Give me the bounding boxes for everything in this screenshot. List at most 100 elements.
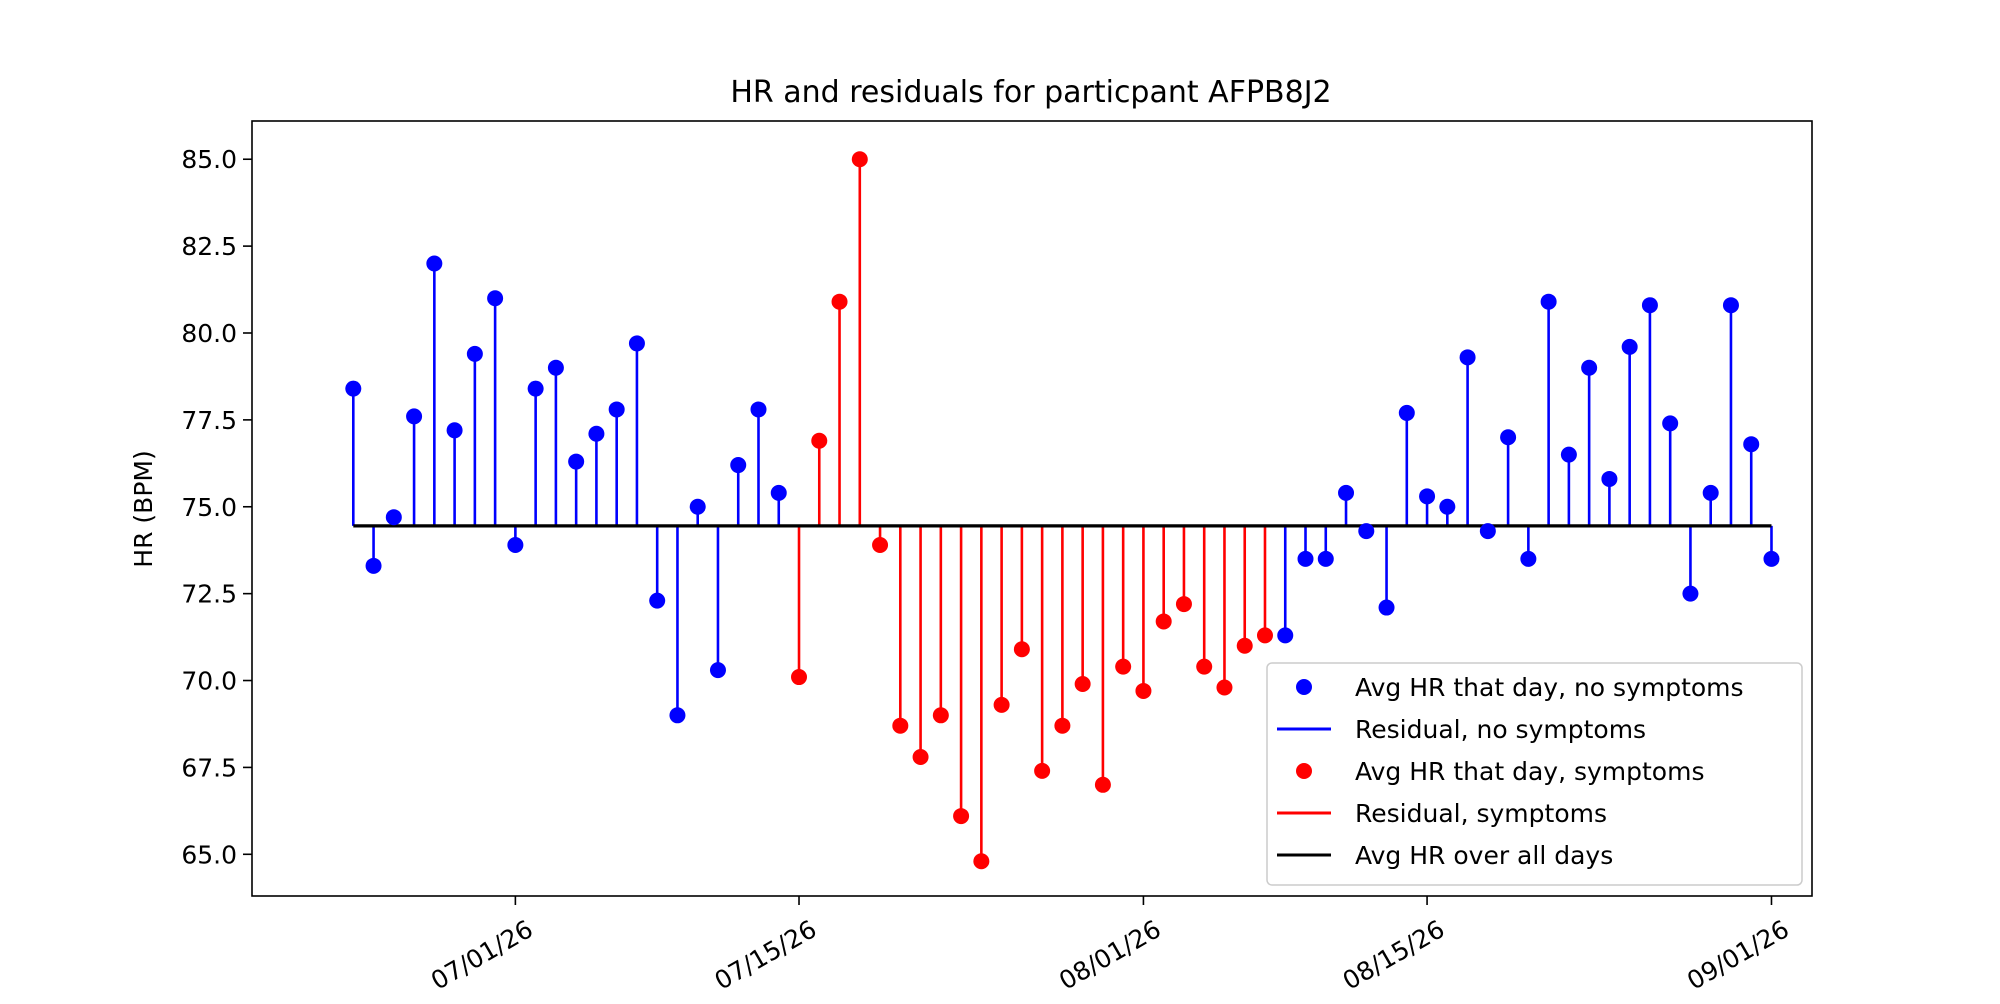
hr-point-no-symptoms bbox=[608, 401, 625, 418]
legend-marker bbox=[1296, 679, 1312, 695]
hr-point-no-symptoms bbox=[1662, 415, 1679, 432]
hr-point-symptoms bbox=[1115, 658, 1132, 675]
hr-point-no-symptoms bbox=[1500, 429, 1517, 446]
hr-point-symptoms bbox=[1196, 658, 1213, 675]
hr-point-no-symptoms bbox=[1297, 550, 1314, 567]
y-tick-label: 70.0 bbox=[181, 667, 237, 696]
x-tick-label: 07/15/26 bbox=[710, 914, 822, 995]
hr-point-no-symptoms bbox=[1378, 599, 1395, 616]
hr-point-no-symptoms bbox=[426, 255, 443, 272]
legend: Avg HR that day, no symptoms Residual, no… bbox=[1266, 662, 1803, 886]
hr-point-no-symptoms bbox=[588, 425, 605, 442]
legend-label: Avg HR that day, symptoms bbox=[1355, 757, 1704, 786]
hr-point-symptoms bbox=[1034, 762, 1051, 779]
hr-point-no-symptoms bbox=[709, 662, 726, 679]
hr-point-no-symptoms bbox=[487, 290, 504, 307]
hr-point-no-symptoms bbox=[466, 345, 483, 362]
hr-point-no-symptoms bbox=[1439, 498, 1456, 515]
hr-point-no-symptoms bbox=[1419, 488, 1436, 505]
hr-point-symptoms bbox=[1074, 676, 1091, 693]
hr-point-no-symptoms bbox=[1641, 297, 1658, 314]
hr-point-symptoms bbox=[1236, 637, 1253, 654]
y-tick-label: 65.0 bbox=[181, 840, 237, 869]
hr-point-symptoms bbox=[831, 293, 848, 310]
hr-point-symptoms bbox=[892, 717, 909, 734]
hr-point-symptoms bbox=[851, 151, 868, 168]
legend-label: Residual, symptoms bbox=[1355, 799, 1607, 828]
hr-point-symptoms bbox=[1175, 596, 1192, 613]
hr-point-no-symptoms bbox=[1763, 550, 1780, 567]
y-tick-label: 72.5 bbox=[181, 580, 237, 609]
hr-point-no-symptoms bbox=[345, 380, 362, 397]
hr-point-symptoms bbox=[973, 853, 990, 870]
y-tick-label: 75.0 bbox=[181, 493, 237, 522]
hr-point-no-symptoms bbox=[750, 401, 767, 418]
hr-point-symptoms bbox=[1155, 613, 1172, 630]
hr-point-no-symptoms bbox=[1601, 470, 1618, 487]
hr-point-no-symptoms bbox=[365, 557, 382, 574]
hr-point-no-symptoms bbox=[770, 484, 787, 501]
plot-frame bbox=[251, 120, 1813, 897]
hr-point-symptoms bbox=[1135, 682, 1152, 699]
legend-marker bbox=[1296, 763, 1312, 779]
hr-point-symptoms bbox=[872, 536, 889, 553]
hr-point-no-symptoms bbox=[1358, 523, 1375, 540]
hr-point-symptoms bbox=[932, 707, 949, 724]
hr-point-symptoms bbox=[993, 696, 1010, 713]
hr-point-no-symptoms bbox=[730, 457, 747, 474]
hr-point-no-symptoms bbox=[547, 359, 564, 376]
hr-point-no-symptoms bbox=[406, 408, 423, 425]
hr-point-no-symptoms bbox=[689, 498, 706, 515]
plot-area bbox=[345, 151, 1780, 870]
hr-point-no-symptoms bbox=[1560, 446, 1577, 463]
hr-point-symptoms bbox=[953, 808, 970, 825]
legend-label: Residual, no symptoms bbox=[1355, 715, 1646, 744]
hr-point-no-symptoms bbox=[669, 707, 686, 724]
y-tick-label: 85.0 bbox=[181, 145, 237, 174]
x-tick-label: 08/15/26 bbox=[1338, 914, 1450, 995]
hr-point-no-symptoms bbox=[446, 422, 463, 439]
hr-point-symptoms bbox=[1054, 717, 1071, 734]
hr-point-no-symptoms bbox=[1621, 338, 1638, 355]
hr-point-no-symptoms bbox=[1743, 436, 1760, 453]
hr-point-symptoms bbox=[1216, 679, 1233, 696]
hr-point-no-symptoms bbox=[385, 509, 402, 526]
hr-point-no-symptoms bbox=[1479, 523, 1496, 540]
x-tick-label: 09/01/26 bbox=[1682, 914, 1794, 995]
hr-point-no-symptoms bbox=[628, 335, 645, 352]
hr-point-no-symptoms bbox=[1540, 293, 1557, 310]
y-axis-label: HR (BPM) bbox=[129, 450, 158, 567]
hr-point-no-symptoms bbox=[1277, 627, 1294, 644]
x-tick-label: 07/01/26 bbox=[426, 914, 538, 995]
hr-point-symptoms bbox=[1256, 627, 1273, 644]
hr-point-no-symptoms bbox=[1682, 585, 1699, 602]
hr-point-no-symptoms bbox=[1317, 550, 1334, 567]
hr-point-no-symptoms bbox=[1520, 550, 1537, 567]
legend-label: Avg HR that day, no symptoms bbox=[1355, 673, 1744, 702]
hr-point-no-symptoms bbox=[1722, 297, 1739, 314]
y-tick-label: 82.5 bbox=[181, 232, 237, 261]
hr-point-no-symptoms bbox=[649, 592, 666, 609]
hr-point-no-symptoms bbox=[507, 536, 524, 553]
legend-label: Avg HR over all days bbox=[1355, 841, 1613, 870]
hr-point-no-symptoms bbox=[568, 453, 585, 470]
legend-box bbox=[1266, 662, 1803, 886]
hr-point-symptoms bbox=[1094, 776, 1111, 793]
hr-point-no-symptoms bbox=[1702, 484, 1719, 501]
chart-title: HR and residuals for particpant AFPB8J2 bbox=[730, 75, 1331, 110]
hr-point-no-symptoms bbox=[1398, 404, 1415, 421]
y-tick-label: 80.0 bbox=[181, 319, 237, 348]
hr-point-no-symptoms bbox=[1459, 349, 1476, 366]
hr-point-symptoms bbox=[791, 669, 808, 686]
hr-point-no-symptoms bbox=[1338, 484, 1355, 501]
y-tick-label: 77.5 bbox=[181, 406, 237, 435]
hr-point-no-symptoms bbox=[1581, 359, 1598, 376]
y-tick-label: 67.5 bbox=[181, 753, 237, 782]
hr-point-symptoms bbox=[1013, 641, 1030, 658]
hr-point-no-symptoms bbox=[527, 380, 544, 397]
hr-point-symptoms bbox=[912, 748, 929, 765]
hr-point-symptoms bbox=[811, 432, 828, 449]
x-tick-label: 08/01/26 bbox=[1054, 914, 1166, 995]
